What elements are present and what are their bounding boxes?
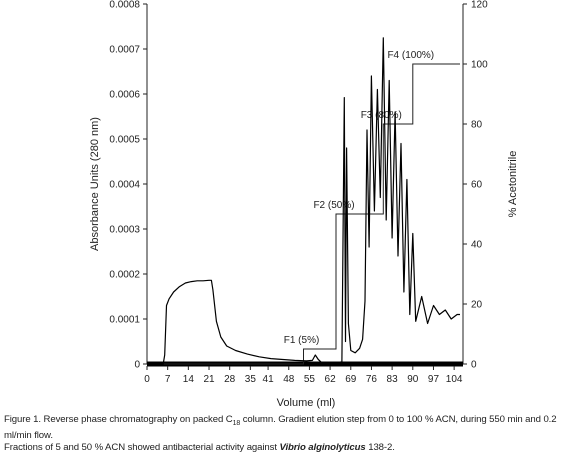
x-axis-label: Volume (ml)	[277, 397, 336, 409]
gradient-step-label: F4 (100%)	[387, 50, 434, 61]
x-tick-label: 7	[165, 374, 171, 385]
absorbance-trace	[147, 37, 460, 365]
y-right-tick-label: 120	[471, 0, 488, 11]
x-tick-label: 35	[245, 374, 257, 385]
x-tick-label: 97	[428, 374, 440, 385]
x-tick-label: 21	[203, 374, 215, 385]
x-tick-label: 104	[446, 374, 463, 385]
y-left-tick-label: 0.0008	[109, 0, 140, 11]
figure-caption: Figure 1. Reverse phase chromatography o…	[4, 414, 578, 454]
axis-labels: Volume (ml) Absorbance Units (280 nm) % …	[89, 117, 519, 409]
y-left-tick-label: 0.0005	[109, 135, 140, 146]
y-right-axis-label: % Acetonitrile	[507, 151, 519, 218]
gradient-step-line	[147, 63, 460, 365]
y-left-tick-label: 0.0002	[109, 270, 140, 281]
y-left-axis-label: Absorbance Units (280 nm)	[89, 117, 101, 251]
y-left-tick-label: 0.0001	[109, 315, 140, 326]
y-right-tick-label: 60	[471, 180, 483, 191]
x-tick-label: 0	[144, 374, 150, 385]
gradient-step-label: F2 (50%)	[313, 200, 354, 211]
y-right-tick-label: 0	[471, 360, 477, 371]
chromatogram-chart: 0 0.0001 0.0002 0.0003 0.0004 0.0005 0.0006 0.0…	[89, 0, 519, 409]
x-tick-label: 28	[224, 374, 236, 385]
y-right-tick-label: 40	[471, 240, 483, 251]
y-left-tick-label: 0	[134, 360, 140, 371]
y-left-tick-label: 0.0003	[109, 225, 140, 236]
x-tick-label: 62	[325, 374, 337, 385]
absorbance-line	[147, 37, 460, 365]
x-tick-label: 55	[304, 374, 316, 385]
y-right-tick-label: 80	[471, 120, 483, 131]
y-left-tick-label: 0.0004	[109, 180, 140, 191]
x-tick-label: 41	[263, 374, 275, 385]
y-left-tick-label: 0.0006	[109, 90, 140, 101]
x-tick-label: 69	[345, 374, 357, 385]
x-tick-label: 48	[283, 374, 295, 385]
gradient-step-label: F1 (5%)	[284, 335, 320, 346]
x-tick-label: 83	[387, 374, 399, 385]
y-right-tick-label: 20	[471, 300, 483, 311]
gradient-line: F1 (5%)F2 (50%)F3 (80%)F4 (100%)	[147, 50, 460, 365]
caption-line-1: Figure 1. Reverse phase chromatography o…	[4, 414, 557, 441]
y-left-tick-label: 0.0007	[109, 45, 140, 56]
x-tick-label: 14	[183, 374, 195, 385]
y-right-tick-label: 100	[471, 60, 488, 71]
x-tick-label: 76	[366, 374, 378, 385]
x-tick-label: 90	[407, 374, 419, 385]
